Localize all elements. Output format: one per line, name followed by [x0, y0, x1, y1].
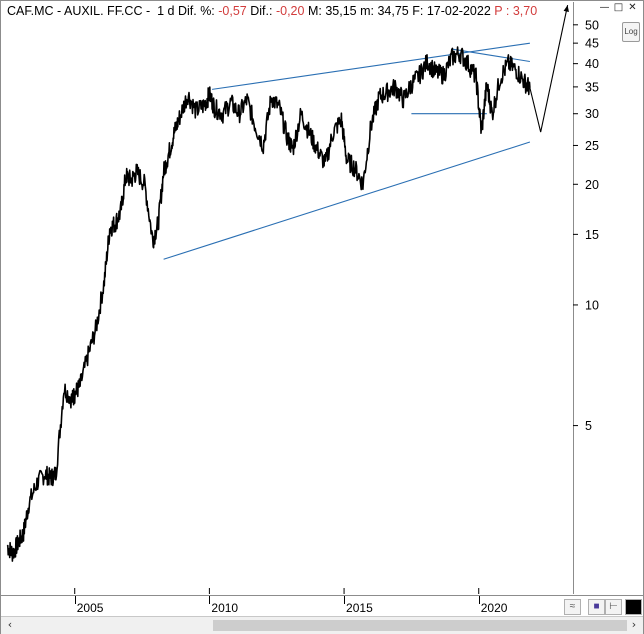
y-tick-label: 15: [585, 228, 599, 242]
save-icon[interactable]: ■: [588, 599, 605, 615]
close-button[interactable]: ✕: [628, 2, 637, 13]
window-controls: — □ ✕: [598, 2, 639, 16]
projection-arrowhead: [563, 5, 569, 12]
log-scale-button[interactable]: Log: [622, 22, 640, 42]
max-value: 35,15: [325, 4, 357, 18]
y-tick-label: 40: [585, 57, 599, 71]
trend-line-3: [451, 48, 530, 63]
maximize-button[interactable]: □: [613, 2, 624, 13]
x-tick-label: 2020: [480, 601, 508, 615]
color-swatch-icon[interactable]: [625, 599, 642, 615]
scroll-left-icon[interactable]: ‹: [7, 618, 13, 631]
y-axis: 5 10 15 20 25 30 35 40 45 50: [573, 18, 599, 433]
y-tick-label: 25: [585, 139, 599, 153]
scroll-thumb[interactable]: [213, 620, 627, 631]
header-separator: -: [57, 4, 62, 18]
header-separator: -: [145, 4, 151, 18]
dif-pct-label: Dif. %:: [177, 4, 215, 18]
min-value: 34,75: [377, 4, 409, 18]
y-tick-label: 50: [585, 18, 599, 32]
ticker: CAF.MC: [7, 4, 54, 18]
trend-lines: [163, 42, 531, 260]
min-label: m:: [360, 4, 374, 18]
y-tick-label: 45: [585, 37, 599, 51]
trend-line-2: [163, 141, 531, 260]
horizontal-scrollbar[interactable]: ‹ ›: [1, 616, 643, 634]
time-axis-bar: ≈ ■ ⊢ 2005 2010 2015 2020: [1, 595, 643, 616]
price-value: 3,70: [512, 4, 538, 18]
x-tick-label: 2015: [346, 601, 373, 615]
max-label: M:: [307, 4, 322, 18]
y-tick-label: 35: [585, 80, 599, 94]
x-tick-mark: [209, 596, 211, 604]
price-chart[interactable]: 5 10 15 20 25 30 35 40 45 50: [2, 2, 644, 596]
x-tick-mark: [344, 596, 346, 604]
plot-area[interactable]: 5 10 15 20 25 30 35 40 45 50: [2, 2, 599, 594]
price-line: [6, 46, 531, 562]
trend-line-1: [212, 42, 530, 90]
x-axis: [74, 588, 480, 594]
scroll-right-icon[interactable]: ›: [631, 618, 637, 631]
x-tick-mark: [478, 596, 480, 604]
zigzag-icon[interactable]: ≈: [564, 599, 581, 615]
price-series: [6, 46, 531, 562]
y-tick-label: 10: [585, 298, 599, 312]
x-tick-label: 2010: [211, 601, 239, 615]
y-tick-label: 30: [585, 107, 599, 121]
dif-value: -0,20: [275, 4, 305, 18]
projection-line: [529, 4, 569, 133]
price-label: P :: [494, 4, 510, 18]
minimize-button[interactable]: —: [599, 2, 610, 13]
chart-header: CAF.MC - AUXIL. FF.CC - 1 d Dif. %: -0,5…: [7, 4, 538, 18]
pin-icon[interactable]: ⊢: [605, 599, 622, 615]
projection-arrow: [529, 4, 569, 133]
y-tick-label: 5: [585, 419, 592, 433]
x-tick-mark: [74, 596, 76, 604]
y-tick-label: 20: [585, 178, 599, 192]
date-value: 17-02-2022: [426, 4, 491, 18]
instrument-name: AUXIL. FF.CC: [63, 4, 143, 18]
date-label: F:: [412, 4, 424, 18]
dif-pct-value: -0,57: [218, 4, 247, 18]
period: 1 d: [157, 4, 175, 18]
x-tick-label: 2005: [76, 601, 104, 615]
dif-label: Dif.:: [250, 4, 273, 18]
